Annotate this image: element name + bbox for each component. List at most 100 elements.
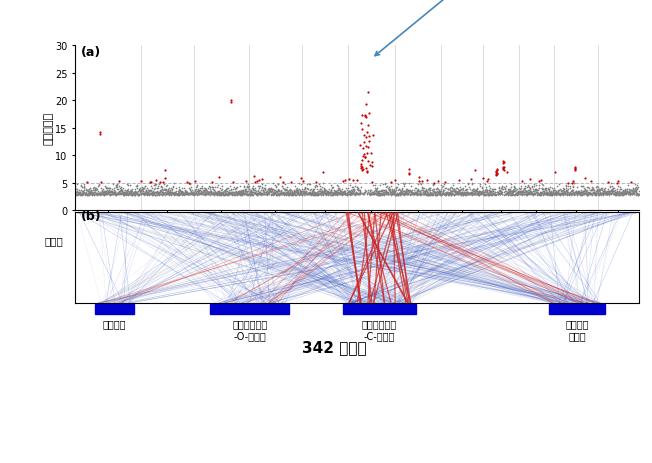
Point bbox=[450, 188, 460, 196]
Point bbox=[245, 190, 256, 198]
Point bbox=[204, 189, 215, 196]
Point bbox=[482, 187, 492, 194]
Point bbox=[160, 175, 170, 182]
Point bbox=[511, 191, 522, 198]
Point bbox=[333, 182, 343, 190]
Point bbox=[611, 191, 621, 198]
Point bbox=[96, 188, 107, 196]
Point bbox=[344, 191, 355, 199]
Point bbox=[406, 189, 417, 197]
Point bbox=[252, 190, 263, 198]
Point bbox=[303, 190, 314, 197]
Point bbox=[260, 188, 271, 196]
Point bbox=[162, 188, 173, 196]
Point bbox=[520, 183, 531, 190]
Point bbox=[227, 188, 237, 196]
Point bbox=[361, 114, 371, 121]
Point bbox=[506, 192, 516, 199]
Point bbox=[534, 182, 544, 190]
Point bbox=[263, 191, 274, 198]
Point bbox=[303, 186, 313, 193]
Point bbox=[303, 189, 313, 197]
Point bbox=[520, 189, 530, 197]
Point bbox=[452, 189, 462, 197]
Point bbox=[383, 188, 394, 196]
Point bbox=[441, 190, 451, 197]
Point bbox=[79, 189, 89, 196]
Bar bbox=[211, 305, 289, 314]
Point bbox=[343, 190, 353, 198]
Point bbox=[201, 187, 211, 194]
Point bbox=[172, 190, 183, 197]
Point bbox=[462, 191, 473, 199]
Point bbox=[465, 186, 475, 194]
Point bbox=[556, 191, 567, 199]
Point bbox=[451, 188, 462, 196]
Point bbox=[538, 191, 548, 198]
Point bbox=[320, 190, 331, 197]
Point bbox=[227, 189, 237, 197]
Point bbox=[143, 188, 153, 195]
Point bbox=[411, 189, 421, 196]
Point bbox=[71, 186, 82, 193]
Point bbox=[80, 184, 90, 191]
Point bbox=[141, 187, 151, 194]
Point bbox=[307, 188, 318, 195]
Point bbox=[141, 191, 152, 199]
Point bbox=[451, 185, 462, 193]
Point bbox=[239, 184, 249, 192]
Point bbox=[499, 192, 509, 199]
Point bbox=[213, 190, 224, 197]
Point bbox=[525, 191, 535, 199]
Point bbox=[402, 190, 412, 197]
Point bbox=[548, 190, 558, 197]
Point bbox=[248, 173, 259, 181]
Point bbox=[439, 191, 449, 198]
Point bbox=[235, 189, 246, 197]
Point bbox=[482, 178, 493, 185]
Point bbox=[218, 188, 229, 195]
Point bbox=[113, 191, 123, 199]
Point bbox=[299, 186, 309, 193]
Point bbox=[559, 189, 569, 197]
Point bbox=[287, 189, 297, 196]
Point bbox=[357, 191, 368, 199]
Point bbox=[122, 187, 132, 194]
Point bbox=[310, 191, 320, 199]
Point bbox=[447, 185, 457, 193]
Point bbox=[597, 187, 607, 194]
Point bbox=[242, 189, 252, 196]
Point bbox=[617, 188, 628, 195]
Point bbox=[627, 187, 638, 194]
Point bbox=[132, 191, 143, 199]
Point bbox=[528, 188, 539, 195]
Point bbox=[201, 188, 212, 195]
Point bbox=[170, 191, 180, 199]
Point bbox=[370, 187, 381, 194]
Point bbox=[466, 190, 476, 197]
Point bbox=[546, 191, 556, 199]
Point bbox=[127, 190, 138, 197]
Point bbox=[278, 179, 288, 187]
Point bbox=[255, 188, 265, 196]
Point bbox=[479, 188, 489, 196]
Point bbox=[315, 191, 325, 199]
Point bbox=[286, 191, 296, 199]
Point bbox=[291, 187, 302, 194]
Point bbox=[533, 190, 544, 198]
Point bbox=[363, 89, 373, 96]
Point bbox=[203, 183, 214, 190]
Point bbox=[365, 188, 376, 195]
Point bbox=[220, 188, 230, 196]
Point bbox=[162, 189, 172, 196]
Point bbox=[232, 191, 243, 199]
Point bbox=[149, 190, 159, 198]
Point bbox=[424, 187, 434, 194]
Point bbox=[317, 188, 327, 196]
Point bbox=[210, 184, 220, 191]
Point bbox=[215, 191, 225, 198]
Point bbox=[122, 189, 132, 197]
Point bbox=[454, 188, 464, 195]
Point bbox=[252, 178, 262, 186]
Point bbox=[200, 185, 210, 193]
